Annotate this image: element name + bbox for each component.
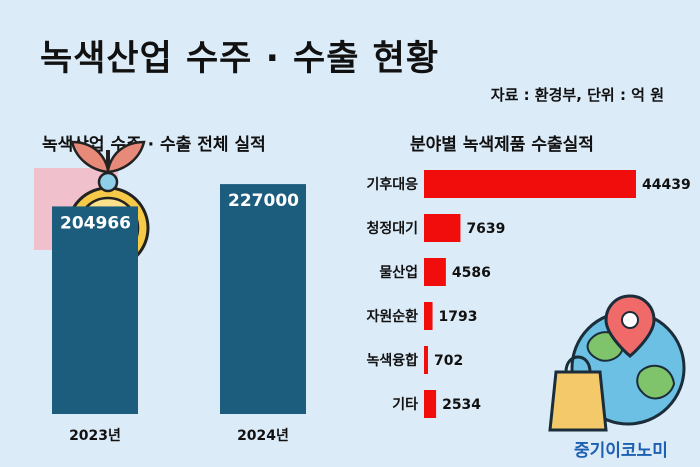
bar-value-label: 44439 bbox=[642, 177, 691, 193]
location-pin-icon bbox=[604, 294, 656, 358]
bar-value-label: 204966 bbox=[60, 213, 131, 233]
left-bar-chart: 204966 2023년 227000 2024년 bbox=[52, 184, 306, 444]
category-label: 물산업 bbox=[379, 264, 418, 281]
bar-청정대기 bbox=[424, 214, 461, 242]
brand-logo-text: 중기이코노미 bbox=[574, 441, 668, 461]
bar-value-label: 702 bbox=[434, 353, 463, 369]
category-label: 녹색융합 bbox=[366, 352, 418, 369]
bar-녹색융합 bbox=[424, 346, 428, 374]
category-label: 청정대기 bbox=[366, 220, 418, 237]
right-chart-title: 분야별 녹색제품 수출실적 bbox=[410, 135, 594, 155]
header: 녹색산업 수주 · 수출 현황 자료 : 환경부, 단위 : 억 원 bbox=[0, 0, 700, 110]
page-title: 녹색산업 수주 · 수출 현황 bbox=[40, 39, 440, 79]
bar-value-label: 2534 bbox=[442, 397, 481, 413]
bar-value-label: 1793 bbox=[439, 309, 478, 325]
bar-value-label: 4586 bbox=[452, 265, 491, 281]
bar-기타 bbox=[424, 390, 437, 418]
bar-기후대응 bbox=[424, 170, 636, 198]
bar-value-label: 227000 bbox=[228, 191, 299, 211]
bar-value-label: 7639 bbox=[466, 221, 505, 237]
category-label: 기타 bbox=[392, 397, 418, 413]
bar-자원순환 bbox=[424, 302, 433, 330]
bar-2023년 bbox=[52, 206, 138, 414]
bar-2024년 bbox=[220, 184, 306, 414]
category-label: 2024년 bbox=[237, 428, 289, 444]
shopping-bag-globe-icon bbox=[548, 294, 686, 432]
category-label: 기후대응 bbox=[366, 177, 418, 193]
bar-물산업 bbox=[424, 258, 446, 286]
category-label: 2023년 bbox=[69, 428, 121, 444]
right-bar-chart: 기후대응 44439 청정대기 7639 물산업 4586 자원순환 1793 녹색융합 702 기… bbox=[366, 170, 691, 418]
category-label: 자원순환 bbox=[366, 308, 418, 325]
source-note: 자료 : 환경부, 단위 : 억 원 bbox=[490, 86, 664, 104]
